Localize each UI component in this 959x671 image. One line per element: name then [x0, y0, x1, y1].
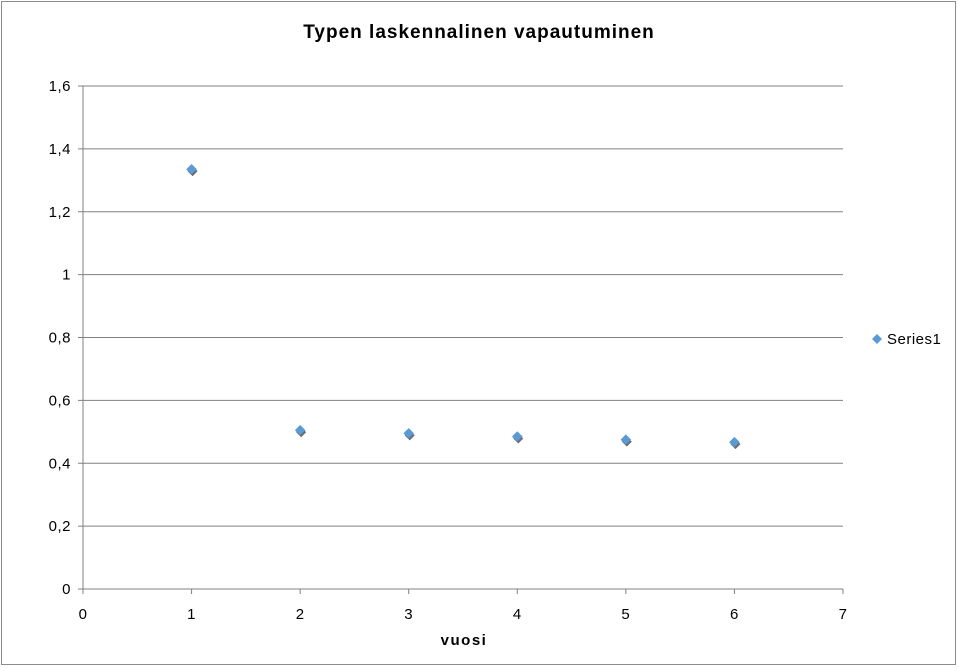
grid-lines — [83, 85, 843, 527]
chart-title: Typen laskennalinen vapautuminen — [303, 22, 655, 43]
x-tick-label: 1 — [187, 606, 196, 623]
y-tick-label: 0,4 — [49, 455, 71, 472]
legend-marker-series1 — [872, 334, 882, 344]
data-point — [729, 436, 740, 448]
x-tick-label: 2 — [296, 606, 305, 623]
y-tick-label: 0,2 — [49, 518, 71, 535]
axes — [78, 85, 844, 594]
y-tick-label: 1,4 — [49, 141, 71, 158]
data-points — [186, 163, 741, 450]
x-tick-label: 4 — [513, 606, 522, 623]
x-tick-label: 0 — [79, 606, 88, 623]
data-point — [294, 424, 306, 436]
y-tick-label: 1 — [62, 267, 71, 284]
data-point — [403, 428, 415, 439]
y-tick-label: 1,2 — [49, 204, 71, 221]
x-tick-label: 3 — [404, 606, 413, 623]
y-tick-label: 0,6 — [49, 392, 71, 409]
x-tick-label: 5 — [621, 606, 630, 623]
x-tick-label: 6 — [730, 606, 739, 623]
data-point — [511, 431, 523, 442]
tick-labels: 0 0,2 0,4 0,6 0,8 1 1,2 1,4 1,6 0 1 2 3 4 5 6 7 — [49, 78, 848, 623]
legend: Series1 — [872, 331, 941, 348]
y-tick-label: 0,8 — [49, 330, 71, 347]
y-tick-label: 1,6 — [49, 78, 71, 95]
data-point — [186, 163, 197, 175]
x-tick-label: 7 — [839, 606, 848, 623]
data-point — [620, 434, 632, 446]
legend-label-series1: Series1 — [887, 331, 941, 348]
y-tick-label: 0 — [62, 581, 71, 598]
x-axis-label: vuosi — [441, 632, 488, 649]
